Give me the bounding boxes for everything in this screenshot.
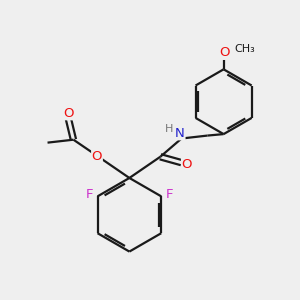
Text: N: N: [175, 127, 185, 140]
Text: H: H: [165, 124, 173, 134]
Text: O: O: [219, 46, 230, 59]
Text: CH₃: CH₃: [234, 44, 255, 54]
Text: O: O: [92, 150, 102, 163]
Text: O: O: [182, 158, 192, 171]
Text: F: F: [166, 188, 173, 201]
Text: F: F: [85, 188, 93, 201]
Text: O: O: [63, 107, 74, 120]
